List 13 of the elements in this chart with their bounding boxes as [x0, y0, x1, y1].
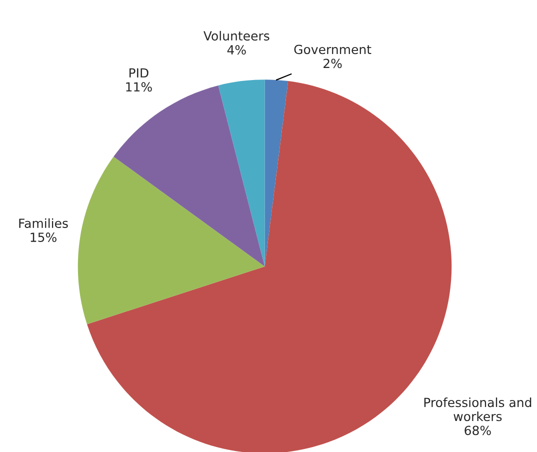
data-label: 2%	[324, 58, 342, 68]
slice-label: Families	[19, 218, 68, 228]
slice-label: Volunteers	[203, 30, 270, 41]
pie-slice	[218, 80, 265, 266]
data-label: 4%	[227, 45, 246, 55]
slice-label: Professionals and workers	[424, 397, 532, 422]
pie-slice	[78, 156, 265, 324]
slice-label: Government	[294, 44, 372, 54]
pie-slice	[264, 80, 288, 266]
slice-label: PID	[129, 68, 148, 78]
data-label: 15%	[30, 232, 56, 242]
data-label: 68%	[464, 426, 491, 436]
data-label: 11%	[126, 82, 152, 92]
